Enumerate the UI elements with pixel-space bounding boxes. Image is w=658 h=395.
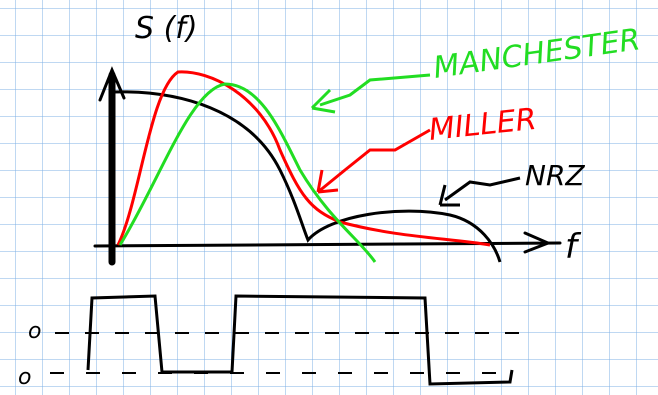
axis-y-label: S (f) (135, 11, 198, 46)
level-high-label: o (28, 319, 41, 344)
level-low-label: o (18, 365, 31, 390)
nrz-label: NRZ (525, 159, 585, 192)
sketch: S (f) f MANCHESTER MILLER NRZ o o (0, 0, 658, 395)
